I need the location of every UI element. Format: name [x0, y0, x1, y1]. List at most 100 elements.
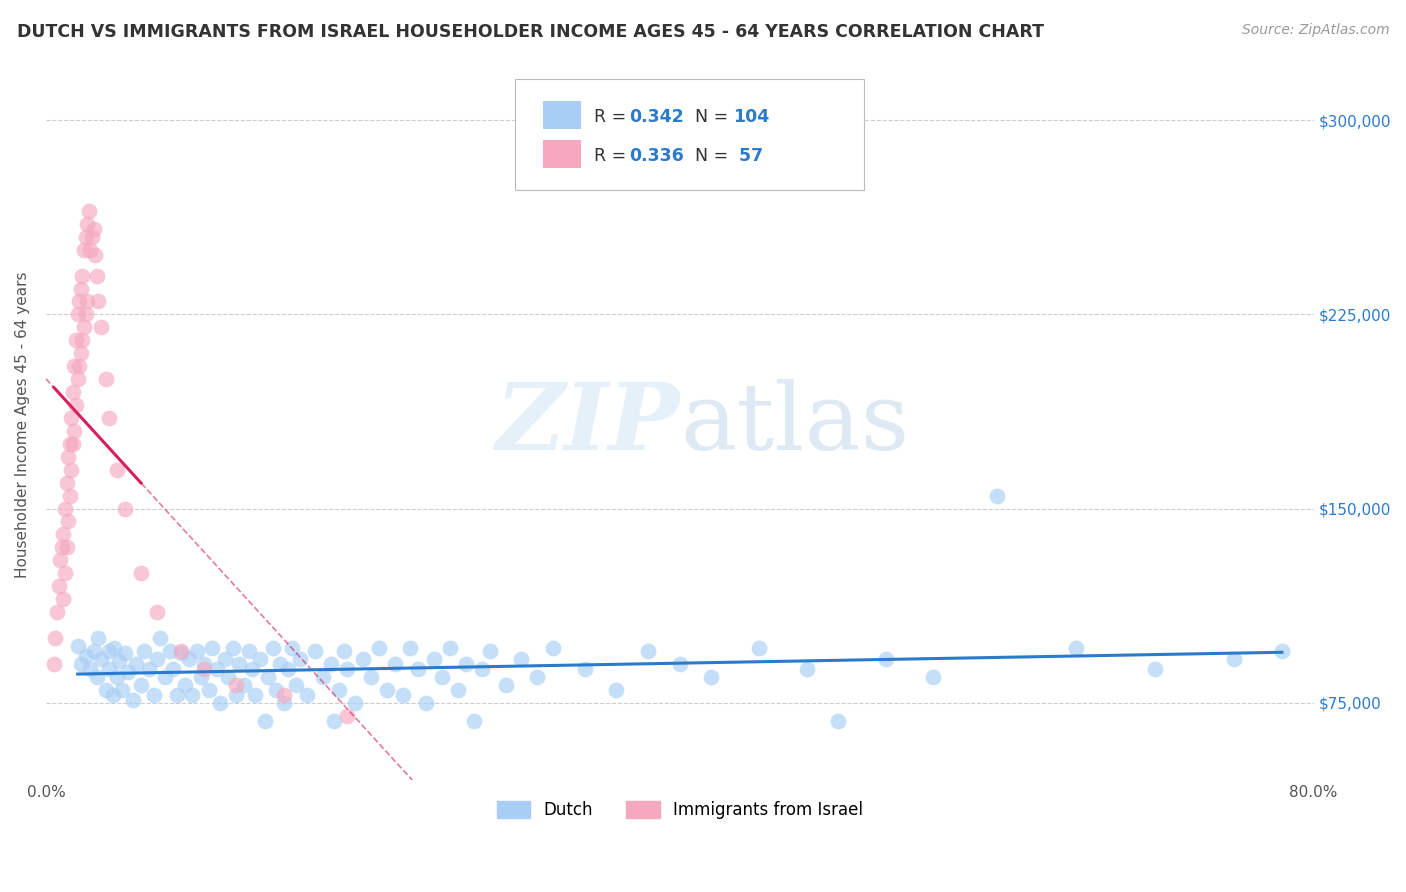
- Text: R =: R =: [593, 147, 631, 165]
- Text: 0.336: 0.336: [628, 147, 683, 165]
- Point: [700, 670, 723, 684]
- Point: [96, 682, 118, 697]
- Point: [253, 714, 276, 728]
- Point: [59, 437, 82, 451]
- Text: ZIP: ZIP: [495, 379, 681, 469]
- Point: [53, 501, 76, 516]
- Point: [101, 688, 124, 702]
- Point: [328, 682, 350, 697]
- Point: [1223, 651, 1246, 665]
- Point: [875, 651, 897, 665]
- Point: [52, 592, 75, 607]
- Text: 104: 104: [733, 108, 769, 126]
- Point: [75, 648, 97, 663]
- Point: [72, 333, 94, 347]
- Point: [67, 294, 90, 309]
- Point: [67, 359, 90, 374]
- Point: [827, 714, 849, 728]
- Point: [478, 644, 501, 658]
- Point: [264, 682, 287, 697]
- Point: [56, 450, 79, 464]
- Point: [439, 641, 461, 656]
- Point: [193, 657, 215, 671]
- Point: [333, 644, 356, 658]
- Point: [146, 651, 169, 665]
- Point: [304, 644, 326, 658]
- Point: [233, 677, 256, 691]
- Point: [87, 631, 110, 645]
- Legend: Dutch, Immigrants from Israel: Dutch, Immigrants from Israel: [491, 794, 869, 825]
- Point: [60, 463, 83, 477]
- Point: [98, 662, 121, 676]
- Point: [1271, 644, 1294, 658]
- Point: [129, 677, 152, 691]
- Point: [105, 463, 128, 477]
- Point: [79, 243, 101, 257]
- Point: [66, 372, 89, 386]
- Point: [86, 268, 108, 283]
- Point: [166, 688, 188, 702]
- Point: [323, 714, 346, 728]
- Point: [190, 670, 212, 684]
- Point: [256, 670, 278, 684]
- Point: [986, 489, 1008, 503]
- Point: [198, 682, 221, 697]
- Point: [83, 644, 105, 658]
- Point: [108, 654, 131, 668]
- Point: [336, 708, 359, 723]
- Text: 57: 57: [733, 147, 763, 165]
- Point: [122, 693, 145, 707]
- Point: [60, 411, 83, 425]
- Point: [922, 670, 945, 684]
- Point: [80, 229, 103, 244]
- Point: [114, 647, 136, 661]
- Point: [277, 662, 299, 676]
- Point: [90, 651, 112, 665]
- Point: [447, 682, 470, 697]
- Point: [79, 662, 101, 676]
- Point: [312, 670, 335, 684]
- Point: [73, 320, 96, 334]
- Point: [423, 651, 446, 665]
- FancyBboxPatch shape: [515, 79, 863, 189]
- Point: [117, 665, 139, 679]
- Point: [180, 688, 202, 702]
- Point: [66, 639, 89, 653]
- Point: [169, 647, 191, 661]
- Point: [75, 307, 97, 321]
- Point: [59, 489, 82, 503]
- Point: [98, 644, 121, 658]
- Point: [72, 268, 94, 283]
- Point: [214, 651, 236, 665]
- Point: [408, 662, 430, 676]
- Text: R =: R =: [593, 108, 631, 126]
- Point: [105, 670, 128, 684]
- Point: [574, 662, 596, 676]
- Point: [63, 424, 86, 438]
- Point: [375, 682, 398, 697]
- Point: [217, 670, 239, 684]
- Point: [73, 243, 96, 257]
- Point: [225, 677, 247, 691]
- Point: [510, 651, 533, 665]
- Point: [367, 641, 389, 656]
- Point: [159, 644, 181, 658]
- Point: [149, 631, 172, 645]
- Point: [138, 662, 160, 676]
- Point: [748, 641, 770, 656]
- Point: [249, 651, 271, 665]
- Point: [360, 670, 382, 684]
- Point: [125, 657, 148, 671]
- Point: [134, 644, 156, 658]
- Point: [262, 641, 284, 656]
- Point: [62, 437, 84, 451]
- Point: [796, 662, 818, 676]
- Point: [46, 605, 69, 619]
- Point: [273, 688, 295, 702]
- Point: [52, 527, 75, 541]
- Point: [454, 657, 477, 671]
- Point: [321, 657, 343, 671]
- Point: [415, 696, 437, 710]
- Point: [238, 644, 260, 658]
- Point: [495, 677, 517, 691]
